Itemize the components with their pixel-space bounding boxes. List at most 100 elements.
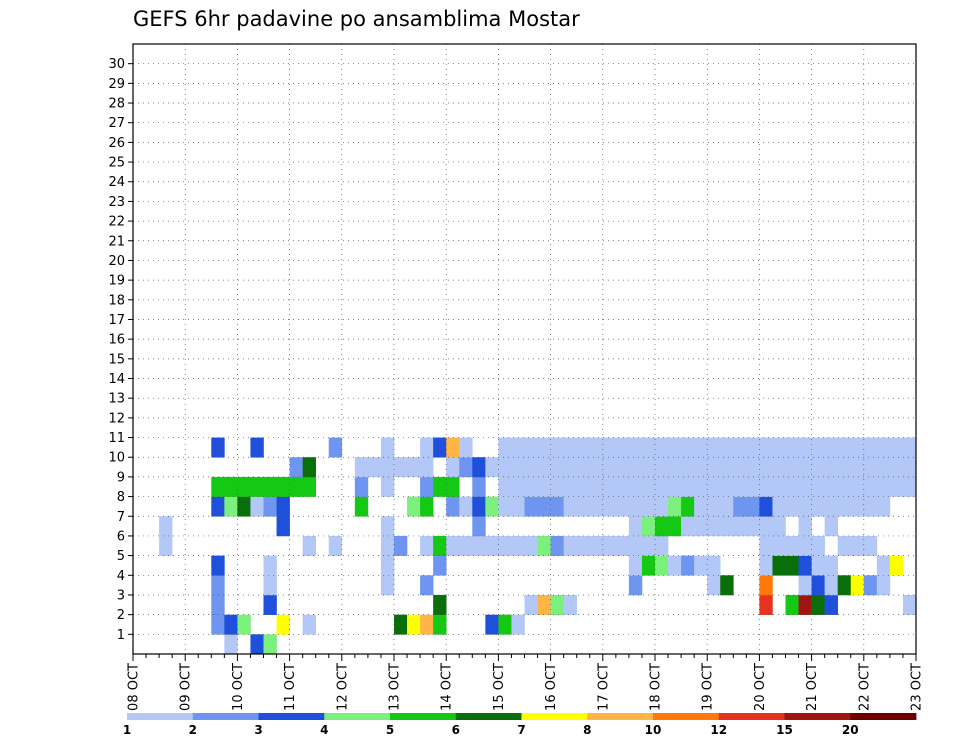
heatmap-cell [863,437,878,458]
heatmap-cell [433,476,447,497]
heatmap-cell [824,555,838,576]
heatmap-cell [563,457,577,478]
heatmap-cell [459,496,473,517]
heatmap-cell [720,575,734,596]
colorbar-label: 12 [710,723,727,737]
heatmap-cell [250,496,264,517]
heatmap-cell [328,535,343,556]
heatmap-cell [850,476,865,497]
heatmap-cell [380,535,395,556]
heatmap-cell [302,457,316,478]
heatmap-cell [824,594,838,615]
heatmap-cell [759,516,773,537]
heatmap-cell [628,535,643,556]
heatmap-cell [824,575,838,596]
x-tick-label: 15 OCT [492,663,507,711]
heatmap-cell [746,457,760,478]
heatmap-cell [263,575,277,596]
x-tick-label: 09 OCT [179,663,194,711]
heatmap-cell [615,496,630,517]
heatmap-cell [550,437,564,458]
heatmap-cell [537,476,551,497]
heatmap-cell [224,496,238,517]
heatmap-cell [798,575,812,596]
heatmap-cell [837,476,852,497]
heatmap-cell [668,555,682,576]
heatmap-cell [380,437,395,458]
heatmap-cell [824,437,838,458]
y-tick-label: 8 [117,490,125,505]
heatmap-cell [811,437,825,458]
heatmap-cell [276,516,290,537]
heatmap-cell [850,496,865,517]
heatmap-cell [759,575,773,596]
colorbar-swatch [192,713,259,720]
heatmap-cell [811,594,825,615]
heatmap-cell [276,496,290,517]
x-tick-label: 13 OCT [388,663,403,711]
heatmap-cell [407,457,421,478]
heatmap-cell [602,437,617,458]
heatmap-cell [563,476,577,497]
heatmap-cell [459,535,473,556]
heatmap-cell [380,476,395,497]
heatmap-cell [276,476,290,497]
heatmap-cell [472,535,486,556]
heatmap-cell [785,457,799,478]
colorbar-swatch [784,713,851,720]
heatmap-cell [472,457,486,478]
heatmap-cell [889,457,904,478]
heatmap-cell [420,496,434,517]
heatmap-cell [433,594,447,615]
heatmap-cell [498,496,512,517]
heatmap-cell [772,496,786,517]
heatmap-cell [863,575,878,596]
heatmap-cell [576,535,591,556]
heatmap-cell [433,614,447,635]
heatmap-cell [824,516,838,537]
heatmap-cell [694,476,708,497]
heatmap-cell [524,594,538,615]
heatmap-cell [354,476,369,497]
heatmap-cell [472,476,486,497]
heatmap-cell [498,476,512,497]
colorbar-label: 15 [776,723,793,737]
heatmap-cell [707,457,721,478]
heatmap-cell [615,535,630,556]
heatmap-cell [785,535,799,556]
heatmap-cell [863,476,878,497]
heatmap-cell [759,437,773,458]
heatmap-cell [681,457,695,478]
colorbar-swatch [653,713,720,720]
heatmap-cell [681,437,695,458]
heatmap-cell [876,575,891,596]
heatmap-cell [641,457,656,478]
y-tick-label: 15 [108,352,125,367]
heatmap-cell [602,476,617,497]
heatmap-cell [655,457,669,478]
heatmap-cell [524,476,538,497]
heatmap-cell [211,555,225,576]
heatmap-cell [694,555,708,576]
heatmap-cell [863,496,878,517]
heatmap-cell [668,437,682,458]
heatmap-cell [641,535,656,556]
heatmap-cell [785,555,799,576]
heatmap-cell [628,496,643,517]
y-tick-label: 27 [108,116,125,131]
heatmap-cell [759,535,773,556]
heatmap-cell [524,437,538,458]
heatmap-cell [472,496,486,517]
heatmap-cell [589,496,604,517]
heatmap-cell [537,535,551,556]
heatmap-cell [746,437,760,458]
y-tick-label: 20 [108,254,125,269]
heatmap-cell [237,496,251,517]
colorbar-swatch [390,713,457,720]
colorbar: 1 2 3 4 5 6 7 8 10 12 15 20 [123,713,917,737]
heatmap-cell [746,476,760,497]
y-tick-label: 14 [108,372,125,387]
y-tick-label: 21 [108,234,125,249]
heatmap-cell [485,614,499,635]
heatmap-cell [876,437,891,458]
